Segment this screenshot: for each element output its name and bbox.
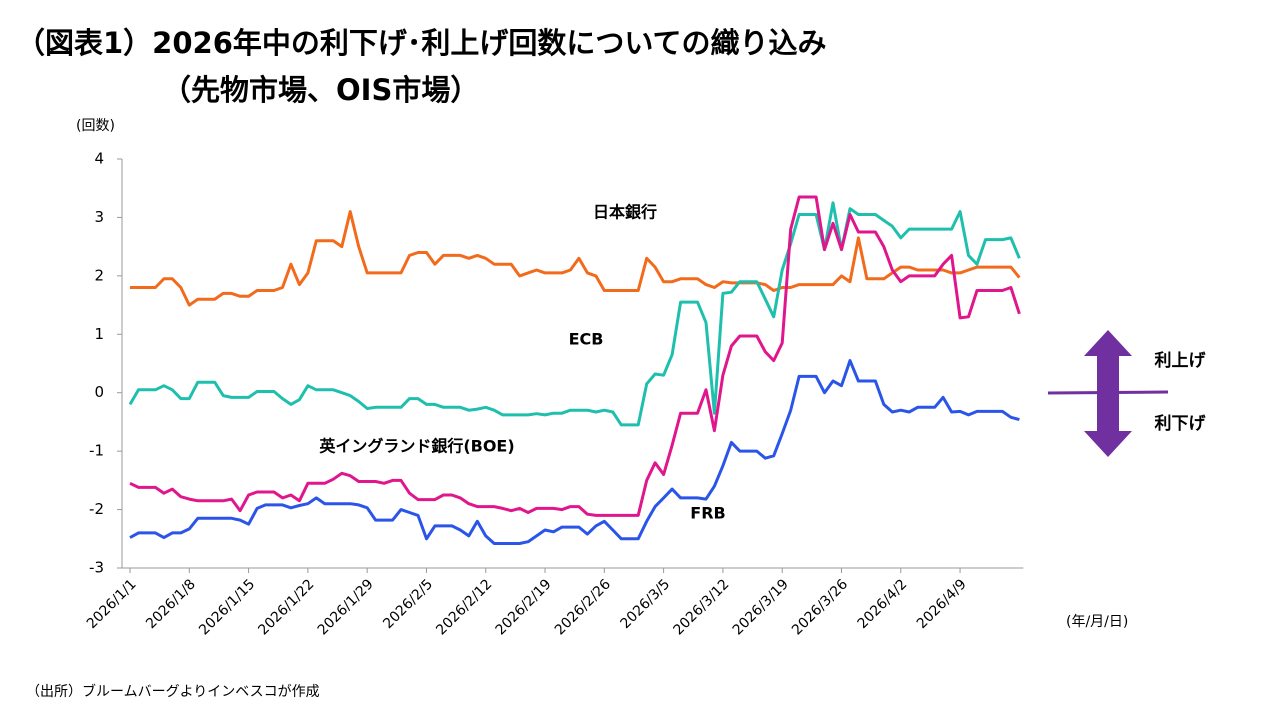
source-note: （出所）ブルームバーグよりインベスコが作成 — [26, 683, 320, 700]
x-tick-label: 2026/1/15 — [196, 576, 258, 638]
y-tick-label: -3 — [89, 559, 104, 577]
x-tick-label: 2026/3/19 — [730, 576, 792, 638]
series-line — [130, 210, 1021, 307]
series-label: 日本銀行 — [593, 203, 657, 222]
x-tick-label: 2026/2/26 — [552, 576, 614, 638]
x-tick-label: 2026/2/5 — [380, 576, 436, 632]
y-tick-label: 4 — [94, 150, 104, 168]
x-axis-label: (年/月/日) — [1066, 614, 1128, 630]
chart-subtitle: （先物市場、OIS市場） — [162, 73, 479, 107]
series-line — [129, 195, 1021, 517]
x-tick-label: 2026/1/1 — [84, 576, 140, 632]
y-tick-label: -2 — [89, 500, 104, 518]
series-label: 英イングランド銀行(BOE) — [318, 437, 514, 456]
series-label: FRB — [690, 504, 725, 523]
chart-title: （図表1）2026年中の利下げ･利上げ回数についての織り込み — [16, 26, 827, 60]
x-tick-label: 2026/1/29 — [315, 576, 377, 638]
x-tick-label: 2026/1/8 — [143, 576, 199, 632]
updown-arrow — [1084, 330, 1132, 457]
x-tick-label: 2026/3/12 — [670, 576, 732, 638]
annotation: 利下げ — [1155, 413, 1207, 434]
annotation: 利上げ — [1155, 350, 1207, 371]
y-tick-label: 3 — [94, 208, 104, 226]
x-tick-label: 2026/2/12 — [433, 576, 495, 638]
x-tick-label: 2026/1/22 — [255, 576, 317, 638]
x-tick-label: 2026/4/2 — [855, 576, 911, 632]
series-line — [128, 201, 1021, 427]
series-line — [129, 359, 1020, 545]
x-tick-label: 2026/3/26 — [789, 576, 851, 638]
x-tick-label: 2026/2/19 — [493, 576, 555, 638]
y-tick-label: -1 — [89, 442, 104, 460]
x-tick-label: 2026/3/5 — [617, 576, 673, 632]
series-label: ECB — [569, 330, 604, 349]
y-tick-label: 0 — [94, 383, 104, 401]
y-tick-label: 1 — [94, 325, 104, 343]
x-tick-label: 2026/4/9 — [914, 576, 970, 632]
y-tick-label: 2 — [94, 266, 104, 284]
y-axis-label: (回数) — [76, 118, 115, 134]
